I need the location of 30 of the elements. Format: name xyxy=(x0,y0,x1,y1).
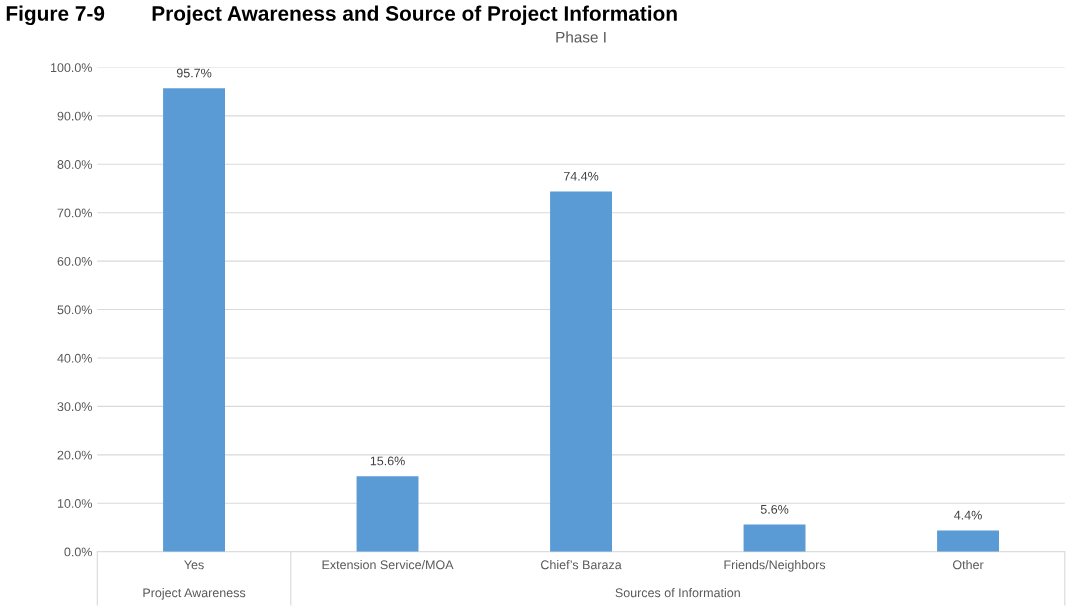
y-tick-label: 0.0% xyxy=(64,547,92,557)
y-tick-label: 40.0% xyxy=(57,353,92,363)
bar xyxy=(743,524,806,552)
x-tick-label: Yes xyxy=(184,560,204,570)
data-label: 15.6% xyxy=(370,456,405,466)
x-tick-label: Chief’s Baraza xyxy=(541,560,622,570)
chart-subtitle: Phase I xyxy=(556,31,606,43)
y-tick-label: 70.0% xyxy=(57,208,92,218)
y-tick-label: 60.0% xyxy=(57,256,92,266)
bar xyxy=(163,88,225,552)
bar xyxy=(550,191,612,552)
x-tick-label: Extension Service/MOA xyxy=(322,560,454,570)
source-note: Sources of Information xyxy=(615,588,740,598)
bar xyxy=(937,530,999,552)
text: Project Awareness xyxy=(143,588,246,600)
y-tick-label: 10.0% xyxy=(57,499,92,508)
y-tick-label: 80.0% xyxy=(57,160,92,169)
chart-title: Figure 7-9 Project Awareness and Source of Project Information xyxy=(6,5,677,26)
data-label: 4.4% xyxy=(954,510,982,520)
data-label: 74.4% xyxy=(563,171,599,181)
y-tick-label: 30.0% xyxy=(57,402,92,412)
y-tick-label: 90.0% xyxy=(57,111,92,121)
data-label: 95.7% xyxy=(176,68,212,78)
x-tick-label: Friends/Neighbors xyxy=(724,560,826,572)
x-tick-label: Other xyxy=(953,560,984,570)
y-tick-label: 20.0% xyxy=(57,450,92,460)
bar xyxy=(356,476,419,552)
y-tick-label: 50.0% xyxy=(57,305,92,315)
y-tick-label: 100.0% xyxy=(50,63,92,73)
data-label: 5.6% xyxy=(760,504,789,514)
